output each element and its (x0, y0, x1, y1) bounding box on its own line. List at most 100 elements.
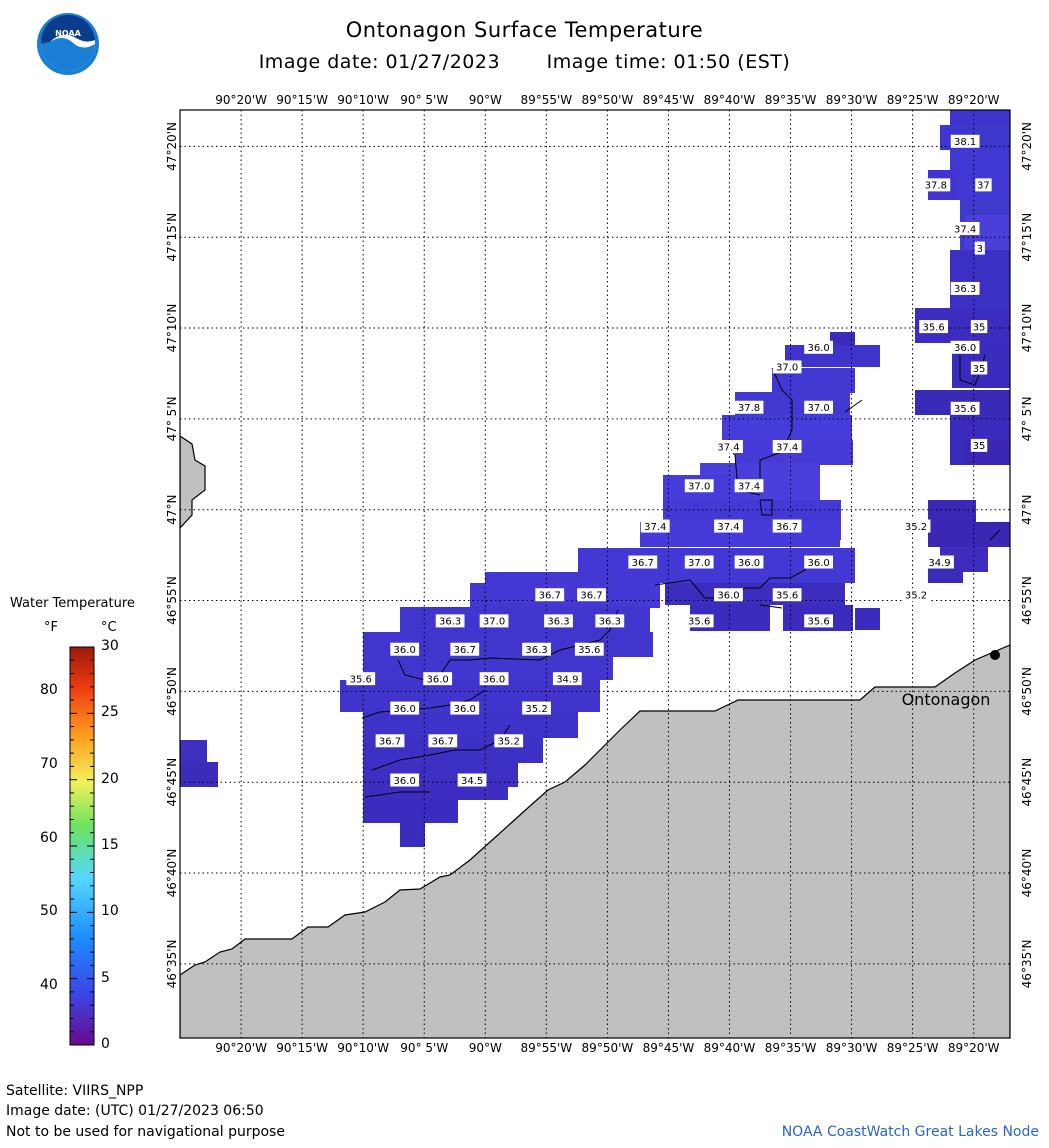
lat-label-right: 47°20'N (1020, 122, 1034, 171)
lon-label-top: 89°35'W (765, 93, 817, 107)
temperature-value: 35.6 (688, 617, 710, 628)
temperature-value: 35.2 (525, 704, 547, 715)
lon-label-top: 90° 5'W (400, 93, 448, 107)
temperature-label-bg (901, 519, 931, 533)
temperature-value: 35.6 (350, 674, 372, 685)
temperature-label-bg (577, 588, 606, 602)
temperature-label: 37.0 (684, 479, 714, 493)
temperature-value: 36.0 (483, 674, 505, 685)
lat-label-right: 47°N (1020, 495, 1034, 525)
water-cell (950, 250, 1010, 310)
temperature-value: 37.4 (717, 522, 739, 533)
temperature-label-bg (390, 642, 420, 656)
temperature-value: 36.0 (717, 591, 739, 602)
temperature-label: 35.6 (574, 642, 604, 656)
utc-image-date: Image date: (UTC) 01/27/2023 06:50 (6, 1103, 264, 1119)
temperature-value: 36.0 (394, 776, 416, 787)
lon-label-top: 89°40'W (704, 93, 756, 107)
lon-label-bottom: 90° 5'W (400, 1041, 448, 1055)
temperature-value: 35.2 (905, 522, 927, 533)
lat-label-right: 47°15'N (1020, 213, 1034, 262)
temperature-label: 35.6 (804, 614, 834, 628)
temperature-value: 34.5 (461, 776, 483, 787)
temperature-label: 35.6 (772, 588, 802, 602)
temperature-label-bg (734, 400, 764, 414)
temperature-label: 36.7 (772, 519, 802, 533)
satellite-info: Satellite: VIIRS_NPP (6, 1083, 144, 1099)
temperature-value: 35.2 (905, 591, 927, 602)
temperature-value: 38.1 (954, 137, 976, 148)
lon-label-bottom: 89°35'W (765, 1041, 817, 1055)
legend-c-tick-label: 20 (101, 770, 119, 787)
temperature-label: 38.1 (950, 134, 980, 148)
temperature-value: 35.6 (922, 322, 944, 333)
temperature-label-bg (970, 361, 988, 375)
temperature-value: 36.7 (379, 737, 401, 748)
legend-c-tick-label: 10 (101, 903, 119, 920)
temperature-label: 37.0 (684, 555, 714, 569)
legend-c-tick-label: 30 (101, 638, 119, 654)
lon-label-bottom: 89°55'W (520, 1041, 572, 1055)
temperature-label-bg (544, 614, 573, 628)
lat-label-right: 46°35'N (1020, 939, 1034, 988)
lon-label-bottom: 90°W (469, 1041, 502, 1055)
lon-label-bottom: 90°20'W (215, 1041, 267, 1055)
temperature-label-bg (595, 614, 625, 628)
temperature-label: 36.0 (804, 340, 834, 354)
temperature-label: 36.7 (628, 555, 658, 569)
temperature-label: 36.7 (428, 734, 458, 748)
temperature-label-bg (950, 401, 980, 415)
lat-label-right: 46°50'N (1020, 667, 1034, 716)
temperature-value: 36.7 (580, 591, 602, 602)
temperature-value: 35.6 (578, 645, 600, 656)
temperature-label-bg (714, 588, 743, 602)
map-frame (179, 109, 1011, 1039)
water-cell (665, 583, 845, 605)
water-cell (180, 762, 218, 787)
credit-line: NOAA CoastWatch Great Lakes Node (781, 1124, 1039, 1140)
legend-c-tick-label: 5 (101, 969, 110, 986)
lon-label-top: 90°20'W (215, 93, 267, 107)
temperature-label: 37.4 (714, 439, 743, 453)
temperature-value: 34.9 (556, 674, 578, 685)
temperature-label: 36.0 (714, 588, 743, 602)
temperature-label-bg (714, 519, 743, 533)
temperature-label-bg (450, 642, 480, 656)
temperature-label-bg (950, 221, 980, 235)
temperature-label-bg (428, 734, 458, 748)
lat-label-right: 47°10'N (1020, 304, 1034, 353)
temperature-label: 3 (974, 241, 985, 255)
temperature-label: 36.0 (950, 340, 980, 354)
temperature-value: 37.0 (776, 363, 798, 374)
legend-f-tick-label: 50 (40, 903, 58, 920)
temperature-label: 35.2 (494, 734, 524, 748)
temperature-value: 36.3 (547, 617, 569, 628)
temperature-label: 36.0 (479, 672, 509, 685)
temperature-label: 35 (970, 361, 988, 375)
page-title: Ontonagon Surface Temperature (345, 18, 704, 42)
temperature-value: 36.7 (632, 558, 654, 569)
temperature-value: 35.6 (954, 404, 976, 415)
temperature-label: 36.3 (435, 614, 465, 628)
temperature-label: 36.0 (423, 672, 453, 685)
temperature-label: 36.7 (577, 588, 606, 602)
temperature-value: 36.7 (539, 591, 561, 602)
temperature-value: 36.3 (954, 284, 976, 295)
temperature-label: 35.6 (950, 401, 980, 415)
water-cell (400, 822, 425, 847)
temperature-value: 37.4 (738, 482, 760, 493)
temperature-value: 37.0 (688, 482, 710, 493)
temperature-label-bg (684, 614, 714, 628)
temperature-label: 37.4 (734, 479, 764, 493)
temperature-label: 35.6 (684, 614, 714, 628)
temperature-label: 37.0 (479, 614, 509, 628)
temperature-label-bg (804, 400, 834, 414)
lat-label-left: 46°50'N (165, 667, 179, 716)
temperature-label-bg (574, 642, 604, 656)
temperature-value: 36.0 (807, 558, 829, 569)
temperature-label-bg (734, 479, 764, 493)
temperature-label-bg (772, 519, 802, 533)
legend-unit-fahrenheit: °F (44, 620, 58, 635)
